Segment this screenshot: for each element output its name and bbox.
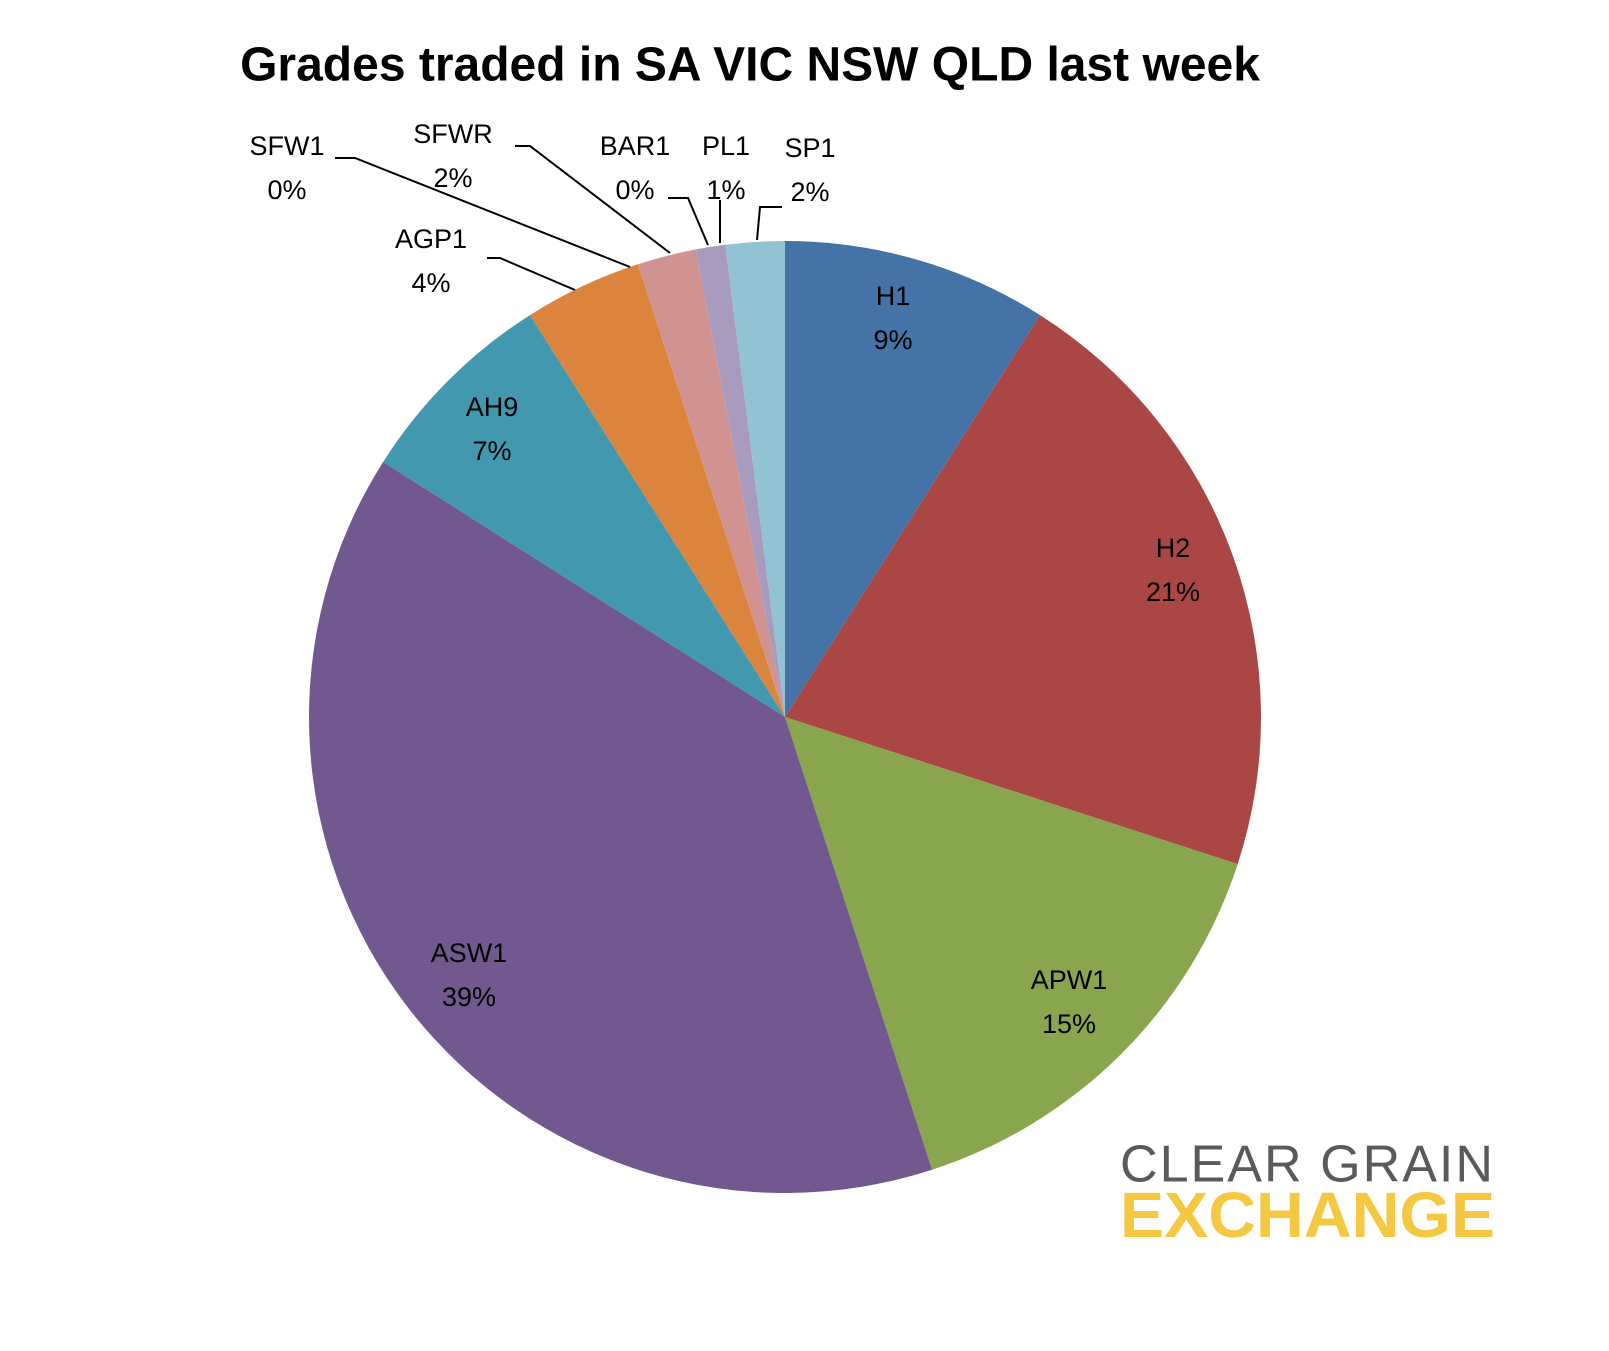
pie-slice: [725, 241, 785, 717]
leader-line: [487, 257, 576, 291]
chart-title: Grades traded in SA VIC NSW QLD last wee…: [240, 39, 1260, 92]
slice-label: SP1: [784, 133, 835, 163]
pie-slice: [529, 264, 785, 717]
slice-value-label: 2%: [790, 177, 829, 207]
slice-value-label: 21%: [1146, 577, 1200, 607]
slice-label: APW1: [1031, 965, 1108, 995]
slice-value-label: 7%: [472, 436, 511, 466]
slice-value-label: 15%: [1042, 1009, 1096, 1039]
leader-line: [756, 206, 782, 241]
pie-slice: [785, 717, 1238, 1170]
slice-label: SFWR: [413, 119, 492, 149]
pie-slice: [785, 241, 1041, 717]
slice-value-label: 4%: [411, 268, 450, 298]
slice-label: H1: [876, 281, 911, 311]
leader-line: [335, 157, 631, 268]
slice-label: ASW1: [431, 938, 508, 968]
slice-label: BAR1: [600, 131, 671, 161]
slice-label: SFW1: [249, 131, 324, 161]
slice-value-label: 39%: [442, 982, 496, 1012]
pie-slice: [637, 249, 785, 717]
slice-value-label: 1%: [706, 175, 745, 205]
slice-label: PL1: [702, 131, 750, 161]
slice-value-label: 9%: [873, 325, 912, 355]
slice-label: AGP1: [395, 224, 467, 254]
logo-line1: CLEAR GRAIN: [1120, 1136, 1495, 1194]
slice-value-label: 0%: [615, 175, 654, 205]
pie-slice: [383, 315, 785, 717]
leader-line: [515, 145, 671, 254]
slice-value-label: 0%: [267, 175, 306, 205]
slice-label: H2: [1156, 533, 1191, 563]
pie-slice: [785, 315, 1261, 865]
slice-value-label: 2%: [433, 163, 472, 193]
pie-slice: [309, 461, 933, 1194]
logo-line2: EXCHANGE: [1120, 1179, 1495, 1251]
leader-line: [668, 197, 709, 246]
slice-label: AH9: [466, 392, 519, 422]
pie-slice: [695, 244, 785, 717]
